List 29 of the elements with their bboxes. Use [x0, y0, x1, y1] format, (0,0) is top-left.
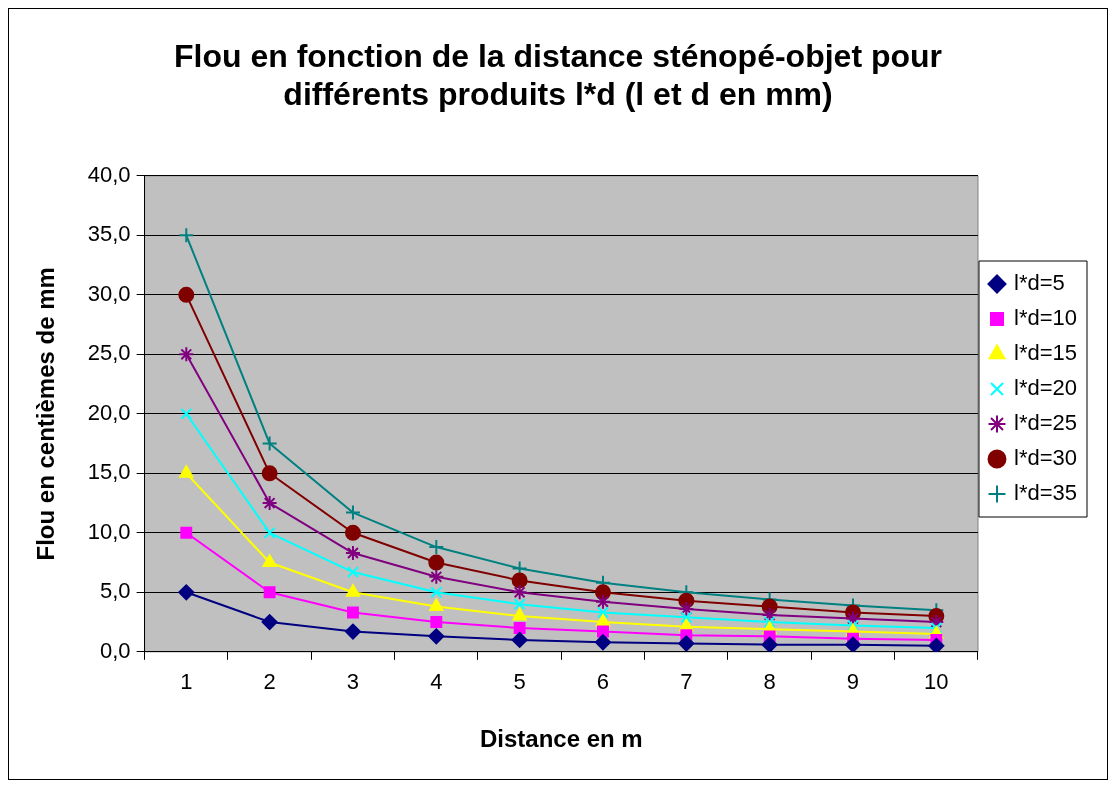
- chart-title: Flou en fonction de la distance sténopé-objet pour différents produits l*d (l et d en mm): [173, 38, 943, 113]
- x-tick-label: 4: [430, 669, 443, 695]
- y-tick-label: 5,0: [100, 578, 131, 604]
- y-tick-label: 20,0: [87, 399, 131, 425]
- x-tick-label: 10: [924, 669, 949, 695]
- y-tick-label: 35,0: [87, 221, 131, 247]
- x-tick-label: 3: [346, 669, 360, 695]
- legend-label: l*d=5: [1014, 270, 1065, 296]
- y-tick-label: 15,0: [87, 459, 131, 485]
- y-tick-label: 40,0: [87, 161, 131, 187]
- y-tick-label: 0,0: [100, 637, 131, 663]
- x-tick-label: 5: [513, 669, 526, 695]
- x-tick-label: 7: [680, 669, 693, 695]
- x-tick-label: 9: [846, 669, 860, 695]
- legend-label: l*d=35: [1014, 480, 1078, 506]
- y-tick-label: 10,0: [87, 518, 131, 544]
- legend-label: l*d=10: [1014, 305, 1078, 331]
- legend-label: l*d=20: [1014, 375, 1078, 401]
- y-tick-label: 30,0: [87, 280, 131, 306]
- x-tick-label: 8: [763, 669, 776, 695]
- legend-label: l*d=15: [1014, 340, 1078, 366]
- y-axis-title: Flou en centièmes de mm: [32, 267, 60, 561]
- x-axis-title: Distance en m: [479, 725, 643, 753]
- legend-label: l*d=25: [1014, 410, 1078, 436]
- legend-label: l*d=30: [1014, 445, 1078, 471]
- y-tick-label: 25,0: [87, 340, 131, 366]
- x-tick-label: 2: [263, 669, 276, 695]
- x-tick-label: 6: [596, 669, 610, 695]
- x-tick-label: 1: [180, 669, 193, 695]
